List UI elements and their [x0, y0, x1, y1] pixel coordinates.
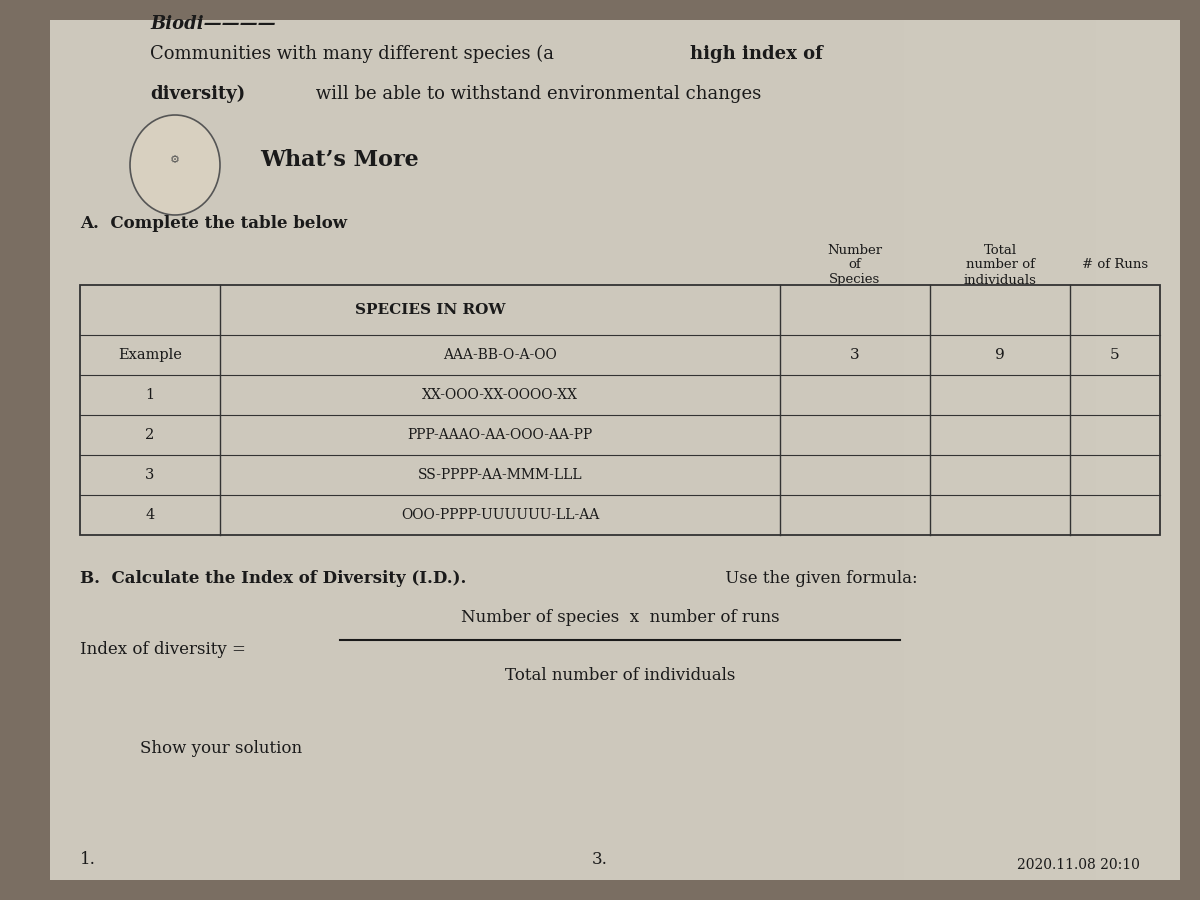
Text: 5: 5 [1110, 348, 1120, 362]
Text: 3.: 3. [592, 851, 608, 868]
Bar [832, 20, 844, 880]
Bar [820, 20, 832, 880]
Text: AAA-BB-O-A-OO: AAA-BB-O-A-OO [443, 348, 557, 362]
Text: 2: 2 [145, 428, 155, 442]
Ellipse shape [130, 115, 220, 215]
Text: Number of species  x  number of runs: Number of species x number of runs [461, 609, 779, 626]
Text: 9: 9 [995, 348, 1004, 362]
Bar [1084, 20, 1096, 880]
Text: # of Runs: # of Runs [1082, 258, 1148, 272]
Text: Communities with many different species (a: Communities with many different species … [150, 45, 559, 63]
Bar [856, 20, 868, 880]
Bar [844, 20, 856, 880]
Bar [1012, 20, 1024, 880]
Text: will be able to withstand environmental changes: will be able to withstand environmental … [310, 85, 761, 103]
Text: Number
of
Species: Number of Species [828, 244, 882, 286]
Text: Example: Example [118, 348, 182, 362]
Bar [80, 285, 1160, 535]
Text: Use the given formula:: Use the given formula: [720, 570, 918, 587]
Text: ⚙: ⚙ [170, 155, 180, 165]
Text: What’s More: What’s More [260, 149, 419, 171]
Bar [736, 20, 748, 880]
Bar [952, 20, 964, 880]
Bar [1156, 20, 1168, 880]
Text: Total
number of
individuals: Total number of individuals [964, 244, 1037, 286]
Text: OOO-PPPP-UUUUUU-LL-AA: OOO-PPPP-UUUUUU-LL-AA [401, 508, 599, 522]
Bar [1060, 20, 1072, 880]
FancyBboxPatch shape [50, 20, 1180, 880]
Text: Index of diversity =: Index of diversity = [80, 642, 246, 659]
Text: 4: 4 [145, 508, 155, 522]
Bar [748, 20, 760, 880]
Bar [796, 20, 808, 880]
Bar [904, 20, 916, 880]
Bar [892, 20, 904, 880]
Bar [988, 20, 1000, 880]
Bar [1096, 20, 1108, 880]
Bar [772, 20, 784, 880]
Bar [1132, 20, 1144, 880]
Text: Show your solution: Show your solution [140, 740, 302, 757]
Bar [724, 20, 736, 880]
Text: diversity): diversity) [150, 85, 245, 104]
Bar [1072, 20, 1084, 880]
Bar [1048, 20, 1060, 880]
Text: 3: 3 [850, 348, 860, 362]
Bar [940, 20, 952, 880]
Text: 3: 3 [145, 468, 155, 482]
Bar [916, 20, 928, 880]
Text: Total number of individuals: Total number of individuals [505, 667, 736, 683]
Bar [712, 20, 724, 880]
Bar [1168, 20, 1180, 880]
Text: 2020.11.08 20:10: 2020.11.08 20:10 [1018, 858, 1140, 872]
Text: A.  Complete the table below: A. Complete the table below [80, 215, 347, 232]
Bar [964, 20, 976, 880]
Bar [760, 20, 772, 880]
Bar [868, 20, 880, 880]
Bar [808, 20, 820, 880]
Bar [1120, 20, 1132, 880]
Bar [976, 20, 988, 880]
Bar [1036, 20, 1048, 880]
Text: SS-PPPP-AA-MMM-LLL: SS-PPPP-AA-MMM-LLL [418, 468, 582, 482]
Bar [928, 20, 940, 880]
Text: SPECIES IN ROW: SPECIES IN ROW [355, 303, 505, 317]
Bar [1108, 20, 1120, 880]
Text: PPP-AAAO-AA-OOO-AA-PP: PPP-AAAO-AA-OOO-AA-PP [407, 428, 593, 442]
Text: B.  Calculate the Index of Diversity (I.D.).: B. Calculate the Index of Diversity (I.D… [80, 570, 467, 587]
Bar [1000, 20, 1012, 880]
Text: 1: 1 [145, 388, 155, 402]
Text: Biodi————: Biodi———— [150, 15, 276, 33]
Bar [1024, 20, 1036, 880]
Bar [1144, 20, 1156, 880]
Text: high index of: high index of [690, 45, 823, 63]
Text: XX-OOO-XX-OOOO-XX: XX-OOO-XX-OOOO-XX [422, 388, 578, 402]
Bar [784, 20, 796, 880]
Bar [880, 20, 892, 880]
Text: 1.: 1. [80, 851, 96, 868]
Bar [700, 20, 712, 880]
